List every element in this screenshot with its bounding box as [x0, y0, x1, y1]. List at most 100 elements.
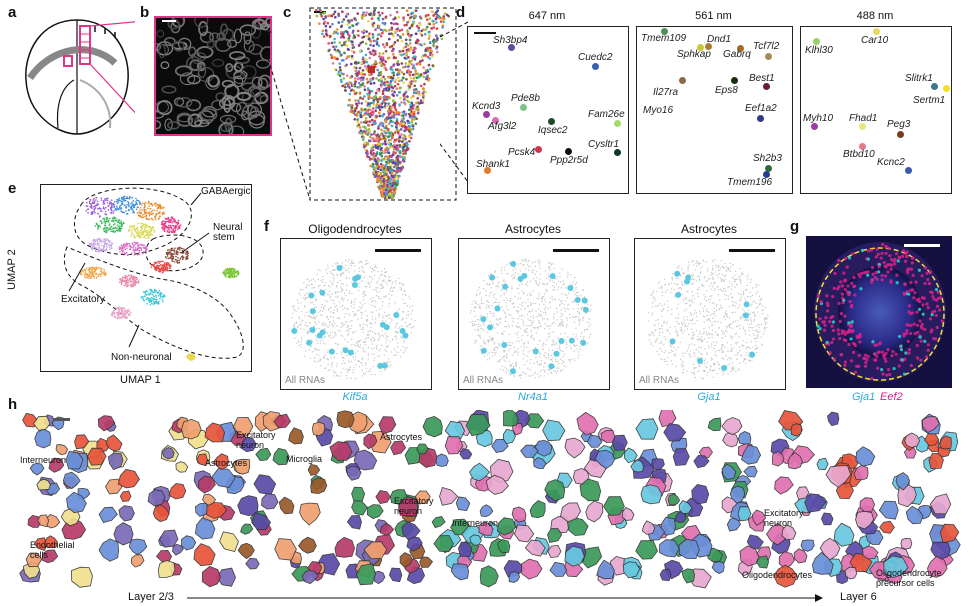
cortex-map: [309, 7, 457, 201]
dot-fam26e: [614, 120, 621, 127]
label-astrocytes-2: Astrocytes: [380, 432, 423, 442]
dot-tcf7l2: [765, 53, 772, 60]
dot-best1: [763, 83, 770, 90]
connector-lines-d: [440, 21, 469, 183]
label-oligodendrocytes: Oligodendrocytes: [742, 570, 813, 580]
gene-label: Slitrk1: [905, 73, 933, 84]
dot-sertm1: [943, 85, 950, 92]
gene-label: Fam26e: [588, 109, 625, 120]
gene-label: Sertm1: [913, 95, 946, 106]
all-rnas-label: All RNAs: [285, 375, 326, 386]
label-excitatory-3: Excitatory neuron: [764, 508, 804, 528]
dot-il27ra: [679, 77, 686, 84]
umap-points: [63, 187, 244, 361]
gene-label: Kcnd3: [472, 101, 501, 112]
fluorescence-cell: [806, 236, 952, 388]
gene-label: Afg3l2: [488, 121, 517, 132]
label-endothelial: Endothelial cells: [30, 540, 75, 560]
dot-klhl30: [813, 38, 820, 45]
dot-tmem109: [661, 28, 668, 35]
dot-peg3: [897, 131, 904, 138]
gene-label: Sh3bp4: [493, 35, 528, 46]
gene-label: Klhl30: [805, 45, 833, 56]
gene-label: Tmem196: [727, 177, 773, 188]
scale-bar: [553, 249, 599, 252]
rna-map-2: All RNAs: [458, 238, 610, 390]
gene-label: Tmem109: [641, 33, 687, 44]
dot-sh2b3: [765, 165, 772, 172]
dot-car10: [873, 28, 880, 35]
dot-afg3l2: [492, 117, 499, 124]
connector-lines: [267, 30, 311, 201]
gene-label: Gabrq: [723, 49, 751, 60]
panel-label-g: g: [790, 218, 800, 235]
gene-label: Eps8: [715, 85, 738, 96]
cell-texture: [156, 18, 270, 134]
gene-label: Il27ra: [653, 87, 679, 98]
umap-x-label: UMAP 1: [120, 374, 161, 386]
microscopy-image: [154, 16, 272, 136]
channel-box-647: Sh3bp4 Cuedc2 Pde8b Kcnd3 Afg3l2 Iqsec2 …: [467, 26, 629, 194]
dot-shank1: [484, 167, 491, 174]
f-title-3: Astrocytes: [680, 222, 737, 236]
layer-end-label: Layer 6: [840, 591, 877, 603]
brain-schematic: [25, 19, 135, 135]
gene-label: Tcf7l2: [753, 41, 780, 52]
umap-plot: GABAergic Neural stem Excitatory Non-neu…: [40, 184, 252, 372]
gene-label: Pcsk4: [508, 147, 536, 158]
all-rnas-label: All RNAs: [463, 375, 504, 386]
gene-label: Kcnc2: [877, 157, 905, 168]
rna-points: [648, 259, 769, 380]
dot-ppp2r5d: [565, 148, 572, 155]
label-microglia: Microglia: [286, 454, 323, 464]
gene-label: Car10: [861, 35, 889, 46]
dot-gabrq: [737, 45, 744, 52]
scale-bar: [729, 249, 775, 252]
dot-eps8: [731, 77, 738, 84]
dot-myh10: [811, 123, 818, 130]
dot-slitrk1: [931, 83, 938, 90]
f-title-1: Oligodendrocytes: [308, 222, 402, 236]
g-gene-2: Eef2: [880, 391, 903, 403]
dot-tmem196: [763, 171, 770, 178]
label-neural-stem: Neural stem: [213, 222, 243, 243]
dot-pcsk4: [535, 146, 542, 153]
gene-label: Ppp2r5d: [550, 155, 588, 166]
dot-fhad1: [859, 123, 866, 130]
g-gene-1: Gja1: [852, 391, 876, 403]
segmented-cells: [19, 410, 961, 589]
gene-label: Shank1: [476, 159, 510, 170]
gene-label: Myh10: [803, 113, 834, 124]
gene-label: Cuedc2: [578, 52, 613, 63]
gene-label: Iqsec2: [538, 125, 568, 136]
dot-btbd10: [859, 143, 866, 150]
dot-sh3bp4: [508, 44, 515, 51]
label-interneuron-2: Interneuron: [452, 518, 499, 528]
dot-iqsec2: [548, 118, 555, 125]
channel-title-561: 561 nm: [695, 10, 732, 22]
gene-label: Pde8b: [511, 93, 540, 104]
dot-kcnd3: [483, 111, 490, 118]
label-excitatory-1: Excitatory neuron: [236, 430, 276, 450]
panel-label-b: b: [140, 4, 150, 21]
dot-cuedc2: [592, 63, 599, 70]
gene-label: Btbd10: [843, 149, 875, 160]
rna-map-3: All RNAs: [634, 238, 786, 390]
gene-label: Fhad1: [849, 113, 878, 124]
rna-map-1: All RNAs: [280, 238, 432, 390]
label-non-neuronal: Non-neuronal: [111, 352, 172, 363]
gene-label: Sphkap: [677, 49, 711, 60]
cell-puncta: [814, 242, 946, 382]
panel-label-h: h: [8, 396, 18, 413]
gene-label: Peg3: [887, 119, 911, 130]
label-opc: Oligodendrocyte precursor cells: [876, 568, 942, 588]
umap-y-label: UMAP 2: [6, 249, 18, 290]
gene-label: Eef1a2: [745, 103, 777, 114]
scale-bar: [474, 32, 496, 34]
layer-arrow: [187, 594, 823, 602]
gene-label: Myo16: [643, 105, 674, 116]
panel-label-e: e: [8, 180, 17, 197]
label-astrocytes-1: Astrocytes: [205, 458, 248, 468]
gene-label: Dnd1: [707, 34, 731, 45]
dot-dnd1: [705, 43, 712, 50]
